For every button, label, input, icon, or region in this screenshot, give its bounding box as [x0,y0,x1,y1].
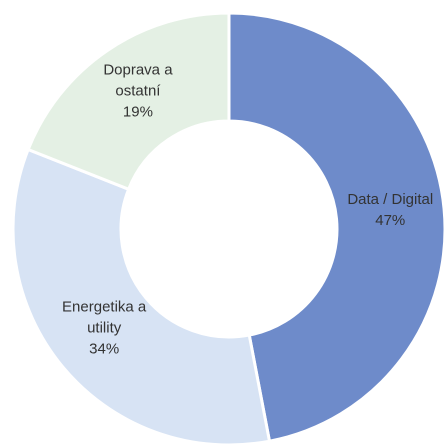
category-label: Energetika a utility [62,298,147,337]
slice-label: Doprava a ostatní 19% [80,60,196,123]
category-label: Doprava a ostatní [103,61,173,100]
donut-slice [11,147,272,444]
slice-label: Energetika a utility 34% [46,297,162,360]
value-label: 19% [122,103,153,121]
donut-slice [227,11,446,443]
value-label: 47% [375,211,406,229]
category-label: Data / Digital [347,190,434,208]
slice-label: Data / Digital 47% [332,189,446,231]
donut-slice [26,11,231,192]
value-label: 34% [89,340,120,358]
